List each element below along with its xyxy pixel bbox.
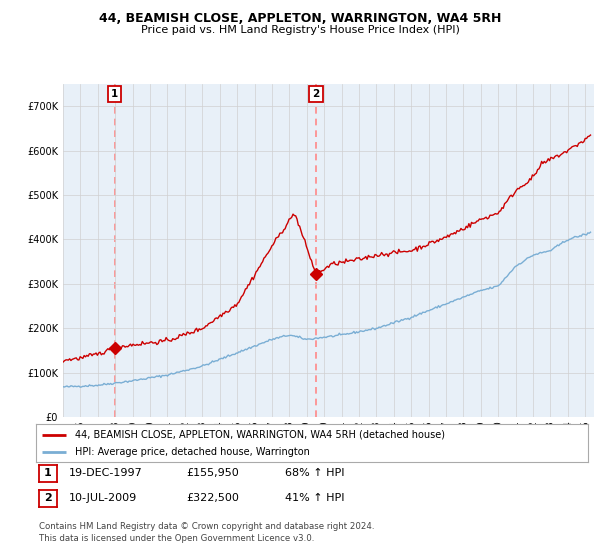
Text: 1: 1	[44, 468, 52, 478]
Text: 44, BEAMISH CLOSE, APPLETON, WARRINGTON, WA4 5RH: 44, BEAMISH CLOSE, APPLETON, WARRINGTON,…	[99, 12, 501, 25]
Text: 2: 2	[313, 89, 320, 99]
Text: 44, BEAMISH CLOSE, APPLETON, WARRINGTON, WA4 5RH (detached house): 44, BEAMISH CLOSE, APPLETON, WARRINGTON,…	[74, 430, 445, 440]
Text: £322,500: £322,500	[186, 493, 239, 503]
Text: HPI: Average price, detached house, Warrington: HPI: Average price, detached house, Warr…	[74, 447, 310, 458]
Text: Contains HM Land Registry data © Crown copyright and database right 2024.
This d: Contains HM Land Registry data © Crown c…	[39, 522, 374, 543]
Text: 41% ↑ HPI: 41% ↑ HPI	[285, 493, 344, 503]
Text: 10-JUL-2009: 10-JUL-2009	[69, 493, 137, 503]
Text: 1: 1	[111, 89, 118, 99]
Text: Price paid vs. HM Land Registry's House Price Index (HPI): Price paid vs. HM Land Registry's House …	[140, 25, 460, 35]
Text: 68% ↑ HPI: 68% ↑ HPI	[285, 468, 344, 478]
Text: 2: 2	[44, 493, 52, 503]
Text: £155,950: £155,950	[186, 468, 239, 478]
Text: 19-DEC-1997: 19-DEC-1997	[69, 468, 143, 478]
